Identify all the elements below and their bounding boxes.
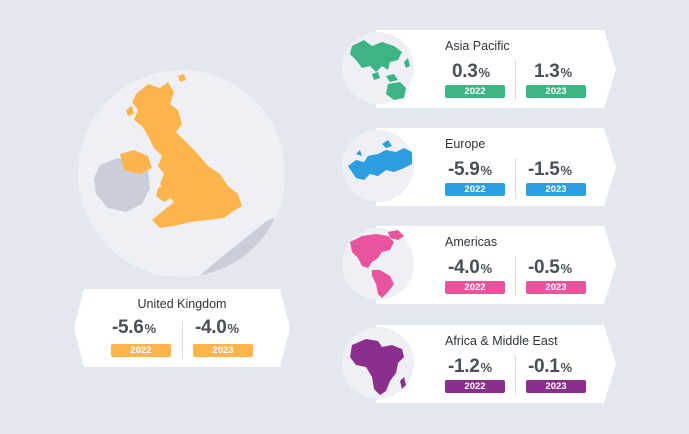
region-value-2023: 1.3% [534, 61, 572, 83]
region-year-2022: 2022 [445, 183, 505, 196]
region-value-2023: -0.1% [528, 356, 572, 378]
uk-value-2023-number: -4.0 [195, 317, 227, 338]
region-year-2022: 2022 [445, 85, 505, 98]
region-value-2023: -1.5% [528, 159, 572, 181]
region-title: Africa & Middle East [445, 334, 558, 348]
region-card-africa-middle-east: Africa & Middle East -1.2% 2022 -0.1% 20… [376, 325, 616, 403]
region-card-europe: Europe -5.9% 2022 -1.5% 2023 [376, 128, 616, 206]
region-title: Europe [445, 137, 486, 151]
region-value-number: 0.3 [452, 61, 478, 82]
region-year-2022: 2022 [445, 281, 505, 294]
region-year-2023: 2023 [526, 281, 586, 294]
uk-map-icon [94, 74, 285, 277]
uk-map-globe [78, 70, 285, 277]
uk-stat-card: United Kingdom -5.6% 2022 -4.0% 2023 [74, 289, 290, 367]
region-value-number: -1.2 [448, 356, 480, 377]
region-divider [515, 355, 516, 395]
uk-value-2023-pct: % [227, 321, 240, 336]
region-value-number: 1.3 [534, 61, 560, 82]
region-divider [515, 60, 516, 100]
americas-badge [342, 228, 414, 300]
uk-value-2022: -5.6% [112, 317, 156, 339]
europe-badge [342, 130, 414, 202]
uk-divider [182, 321, 183, 359]
uk-title: United Kingdom [137, 297, 227, 311]
region-value-2023: -0.5% [528, 257, 572, 279]
region-value-pct: % [560, 360, 573, 375]
region-title: Asia Pacific [445, 39, 510, 53]
region-value-pct: % [480, 360, 493, 375]
region-year-2023: 2023 [526, 183, 586, 196]
region-value-pct: % [480, 163, 493, 178]
africa-middle-east-map-icon [350, 339, 406, 395]
region-value-pct: % [480, 261, 493, 276]
uk-year-2022: 2022 [111, 344, 171, 357]
uk-year-2023: 2023 [193, 344, 253, 357]
americas-map-icon [350, 230, 404, 298]
region-value-2022: -1.2% [448, 356, 492, 378]
region-year-2022: 2022 [445, 380, 505, 393]
asia-pacific-map-icon [350, 40, 410, 100]
region-divider [515, 158, 516, 198]
uk-value-2022-number: -5.6 [112, 317, 144, 338]
region-value-pct: % [560, 163, 573, 178]
region-value-number: -4.0 [448, 257, 480, 278]
region-year-2023: 2023 [526, 85, 586, 98]
region-value-number: -5.9 [448, 159, 480, 180]
region-value-number: -0.1 [528, 356, 560, 377]
region-title: Americas [445, 235, 498, 249]
asia-pacific-badge [342, 32, 414, 104]
region-value-pct: % [560, 65, 573, 80]
region-year-2023: 2023 [526, 380, 586, 393]
region-value-pct: % [478, 65, 491, 80]
region-value-pct: % [560, 261, 573, 276]
region-value-2022: 0.3% [452, 61, 490, 83]
region-value-2022: -5.9% [448, 159, 492, 181]
uk-value-2023: -4.0% [195, 317, 239, 339]
region-card-asia-pacific: Asia Pacific 0.3% 2022 1.3% 2023 [376, 30, 616, 108]
region-value-2022: -4.0% [448, 257, 492, 279]
africa-middle-east-badge [342, 327, 414, 399]
region-card-americas: Americas -4.0% 2022 -0.5% 2023 [376, 226, 616, 304]
uk-value-2022-pct: % [144, 321, 157, 336]
europe-map-icon [348, 140, 412, 180]
region-value-number: -1.5 [528, 159, 560, 180]
region-value-number: -0.5 [528, 257, 560, 278]
region-divider [515, 256, 516, 296]
